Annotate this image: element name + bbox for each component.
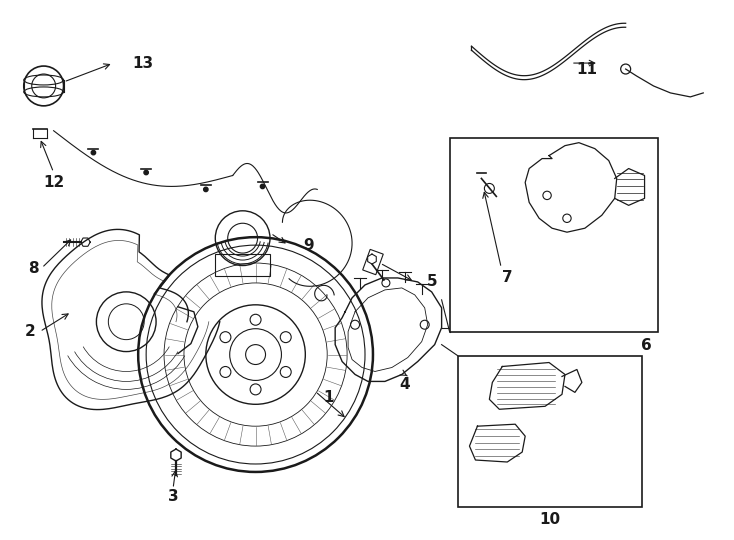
Text: 12: 12 — [43, 175, 65, 190]
Text: 11: 11 — [576, 62, 597, 77]
Text: 8: 8 — [29, 260, 39, 275]
Text: 9: 9 — [303, 238, 313, 253]
Bar — [215, 254, 271, 276]
Text: 7: 7 — [502, 271, 512, 286]
Text: 4: 4 — [399, 377, 410, 392]
Text: 10: 10 — [539, 512, 560, 527]
Text: 3: 3 — [167, 489, 178, 504]
Bar — [363, 249, 383, 275]
Circle shape — [91, 151, 95, 155]
Text: 6: 6 — [642, 338, 652, 353]
Circle shape — [144, 170, 148, 175]
Circle shape — [203, 187, 208, 192]
Text: 1: 1 — [323, 390, 333, 405]
Text: 5: 5 — [426, 274, 437, 289]
Circle shape — [261, 184, 265, 188]
Text: 13: 13 — [133, 56, 153, 71]
Bar — [449, 138, 658, 332]
Text: 2: 2 — [24, 324, 35, 339]
Bar — [457, 355, 642, 507]
